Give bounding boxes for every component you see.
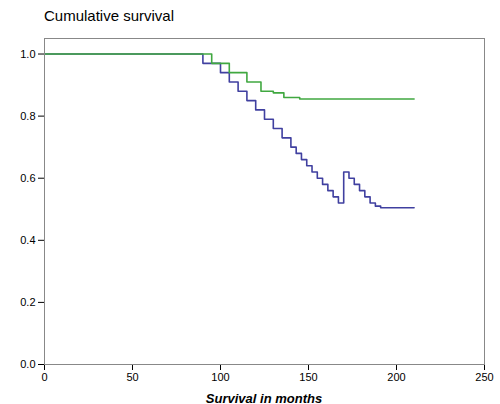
svg-text:0.4: 0.4 [20,234,35,246]
html-text:Cumulative survival: Cumulative survival [44,7,174,24]
svg-text:100: 100 [211,371,229,383]
svg-text:0.2: 0.2 [20,296,35,308]
svg-text:1.0: 1.0 [20,48,35,60]
svg-text:50: 50 [126,371,138,383]
svg-text:0: 0 [41,371,47,383]
svg-text:0.8: 0.8 [20,110,35,122]
svg-text:0.0: 0.0 [20,358,35,370]
svg-text:200: 200 [387,371,405,383]
svg-text:0.6: 0.6 [20,172,35,184]
svg-text:250: 250 [475,371,493,383]
svg-text:150: 150 [299,371,317,383]
